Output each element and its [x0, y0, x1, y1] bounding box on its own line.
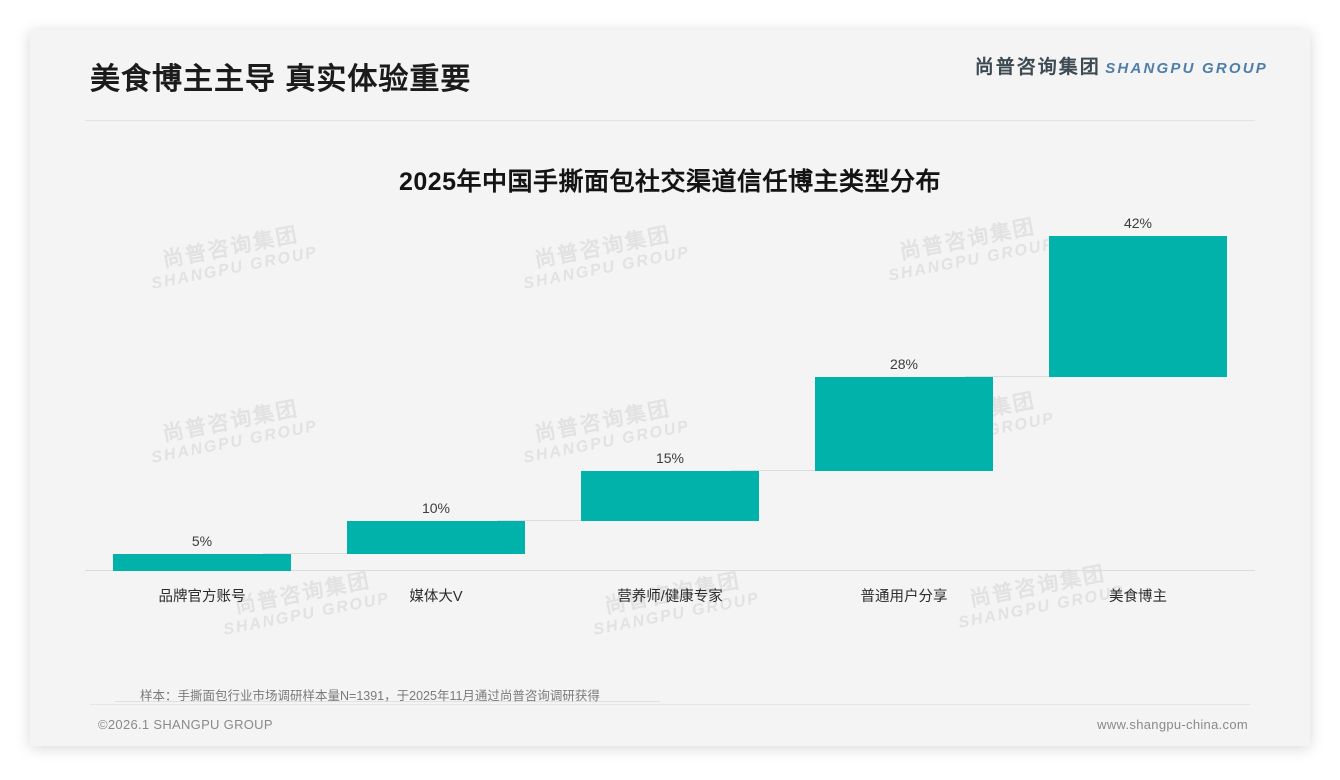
chart-bar[interactable] [1049, 236, 1227, 377]
logo-chinese-text: 尚普咨询集团 [974, 57, 1101, 78]
footnote-text: 样本：手撕面包行业市场调研样本量N=1391，于2025年11月通过尚普咨询调研… [140, 689, 600, 703]
logo-english-text: SHANGPU GROUP [1105, 60, 1268, 77]
category-label: 媒体大V [409, 589, 463, 605]
header-divider [85, 120, 1255, 121]
bar-value-label: 5% [191, 533, 213, 550]
footnote-divider [115, 701, 660, 702]
chart-bar[interactable] [347, 520, 525, 555]
x-axis-line [85, 570, 1255, 571]
category-label: 普通用户分享 [860, 589, 948, 605]
bar-value-label: 28% [889, 355, 919, 372]
waterfall-bars: 5% 品牌官方账号 10% 媒体大V 15% 营养师/健康专家 28% 普通用户分享 42% 美食… [85, 215, 1255, 676]
bar-value-label: 10% [421, 499, 451, 516]
category-label: 品牌官方账号 [158, 589, 246, 605]
slide-card: 美食博主主导 真实体验重要 尚普咨询集团 SHANGPU GROUP 尚普咨询集… [30, 30, 1310, 746]
brand-logo: 尚普咨询集团 SHANGPU GROUP [975, 58, 1268, 77]
category-label: 营养师/健康专家 [617, 589, 723, 605]
chart-bar[interactable] [113, 554, 291, 571]
waterfall-column: 42% 美食博主 [964, 215, 1255, 605]
chart-plot-area: 5% 品牌官方账号 10% 媒体大V 15% 营养师/健康专家 28% 普通用户分享 42% 美食… [85, 215, 1255, 676]
waterfall-connector [730, 469, 816, 471]
waterfall-connector [964, 375, 1050, 377]
website-link[interactable]: www.shangpu-china.com [1097, 717, 1248, 732]
chart-title: 2025年中国手撕面包社交渠道信任博主类型分布 [398, 168, 942, 196]
chart-bar[interactable] [815, 376, 993, 471]
waterfall-connector [262, 553, 348, 555]
waterfall-column: 10% 媒体大V [262, 236, 582, 605]
waterfall-column: 5% 品牌官方账号 [85, 236, 348, 605]
copyright-text: ©2026.1 SHANGPU GROUP [98, 717, 273, 732]
waterfall-column: 28% 普通用户分享 [730, 236, 1050, 605]
bar-value-label: 42% [1123, 215, 1153, 231]
slide-header: 美食博主主导 真实体验重要 尚普咨询集团 SHANGPU GROUP [30, 30, 1310, 120]
chart-bar[interactable] [581, 470, 759, 521]
slide-footer: ©2026.1 SHANGPU GROUP www.shangpu-china.… [30, 704, 1310, 746]
chart-container: 2025年中国手撕面包社交渠道信任博主类型分布 5% 品牌官方账号 10% 媒体大V 1… [30, 126, 1310, 696]
bar-value-label: 15% [655, 449, 685, 466]
category-label: 美食博主 [1109, 589, 1167, 605]
waterfall-column: 15% 营养师/健康专家 [496, 236, 816, 605]
page-title: 美食博主主导 真实体验重要 [90, 63, 472, 96]
footer-divider [90, 704, 1250, 705]
waterfall-connector [496, 519, 582, 521]
